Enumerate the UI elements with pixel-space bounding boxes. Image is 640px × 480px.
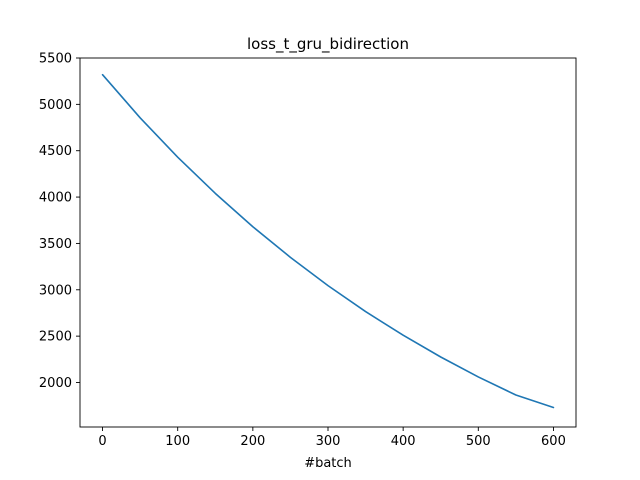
x-tick-label: 200 — [240, 434, 265, 449]
chart-title: loss_t_gru_bidirection — [247, 35, 409, 54]
y-tick-label: 4000 — [39, 191, 72, 206]
series-layer — [101, 73, 555, 409]
y-tick-label: 2000 — [39, 376, 72, 391]
x-axis-label: #batch — [304, 456, 352, 471]
x-tick-label: 600 — [541, 434, 566, 449]
y-tick-label: 3000 — [39, 283, 72, 298]
x-tick-label: 400 — [391, 434, 416, 449]
x-tick-label: 500 — [466, 434, 491, 449]
y-tick-label: 5500 — [39, 52, 72, 67]
y-tick-label: 3500 — [39, 237, 72, 252]
y-tick-label: 4500 — [39, 144, 72, 159]
x-axis-ticks: 0 100 200 300 400 500 600 — [98, 427, 566, 449]
y-tick-label: 2500 — [39, 330, 72, 345]
y-axis-ticks: 2000 2500 3000 3500 4000 4500 5000 5500 — [39, 52, 80, 391]
y-tick-label: 5000 — [39, 98, 72, 113]
x-tick-label: 300 — [316, 434, 341, 449]
plot-area-frame — [79, 57, 577, 428]
x-tick-label: 100 — [165, 434, 190, 449]
x-tick-label: 0 — [98, 434, 106, 449]
series-line — [101, 73, 555, 409]
